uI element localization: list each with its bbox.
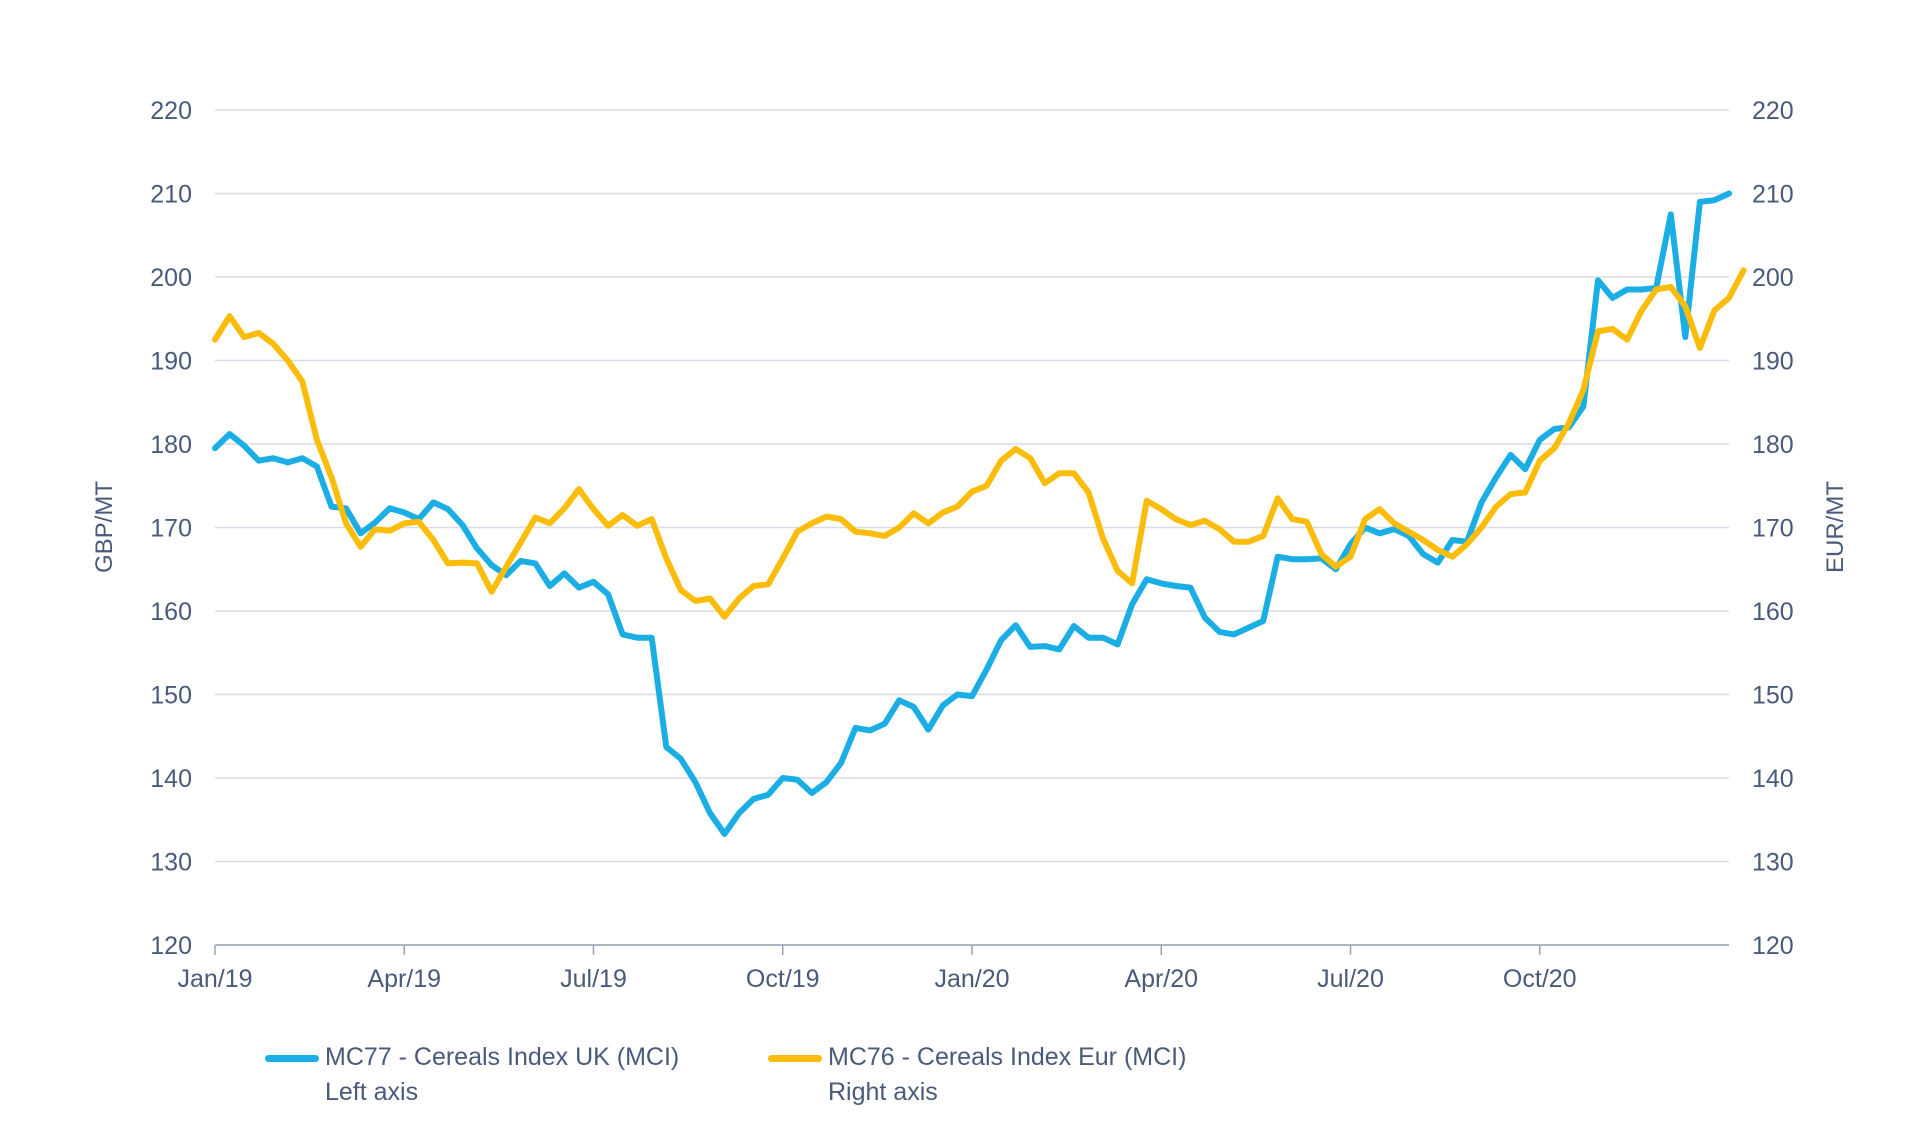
left-tick-label: 160 [150,598,192,626]
left-tick-label: 220 [150,97,192,125]
legend-swatch-uk [265,1055,319,1062]
left-tick-label: 200 [150,264,192,292]
left-tick-label: 180 [150,431,192,459]
left-tick-label: 190 [150,348,192,376]
left-tick-label: 150 [150,682,192,710]
left-tick-label: 140 [150,765,192,793]
x-tick-label: Oct/19 [746,965,820,993]
x-axis: Jan/19 Apr/19 Jul/19 Oct/19 Jan/20 Apr/20 Jul/… [177,944,1729,993]
x-tick-label: Oct/20 [1503,965,1577,993]
legend-label-uk: MC77 - Cereals Index UK (MCI) [325,1043,680,1071]
right-tick-label: 160 [1752,598,1794,626]
left-tick-label: 210 [150,181,192,209]
gridlines [215,109,1729,946]
right-y-axis: 120 130 140 150 160 170 180 190 200 210 220 [1752,97,1794,960]
right-tick-label: 170 [1752,515,1794,543]
x-tick-label: Jul/20 [1317,965,1384,993]
right-tick-label: 210 [1752,181,1794,209]
legend-sub-uk: Left axis [325,1078,419,1106]
right-tick-label: 140 [1752,765,1794,793]
legend-sub-eur: Right axis [828,1078,938,1106]
left-tick-label: 170 [150,515,192,543]
x-tick-label: Jan/20 [934,965,1009,993]
legend-item-eur: MC76 - Cereals Index Eur (MCI) Right axi… [768,1040,1186,1110]
right-tick-label: 150 [1752,682,1794,710]
x-tick-label: Apr/20 [1124,965,1198,993]
right-tick-label: 120 [1752,932,1794,960]
left-tick-label: 130 [150,849,192,877]
legend-item-uk: MC77 - Cereals Index UK (MCI) Left axis [265,1040,679,1110]
right-axis-title: EUR/MT [1822,481,1849,573]
x-tick-label: Apr/19 [367,965,441,993]
series-line-uk [212,190,1732,837]
right-tick-label: 130 [1752,849,1794,877]
right-tick-label: 180 [1752,431,1794,459]
x-tick-label: Jul/19 [560,965,627,993]
left-y-axis: 120 130 140 150 160 170 180 190 200 210 220 [150,97,192,960]
series-lines [212,190,1747,837]
legend-swatch-eur [768,1055,822,1062]
x-tick-label: Jan/19 [177,965,252,993]
series-line-eur [212,267,1747,620]
left-axis-title: GBP/MT [91,481,118,573]
left-tick-label: 120 [150,932,192,960]
right-tick-label: 200 [1752,264,1794,292]
right-tick-label: 190 [1752,348,1794,376]
legend-label-eur: MC76 - Cereals Index Eur (MCI) [828,1043,1187,1071]
right-tick-label: 220 [1752,97,1794,125]
